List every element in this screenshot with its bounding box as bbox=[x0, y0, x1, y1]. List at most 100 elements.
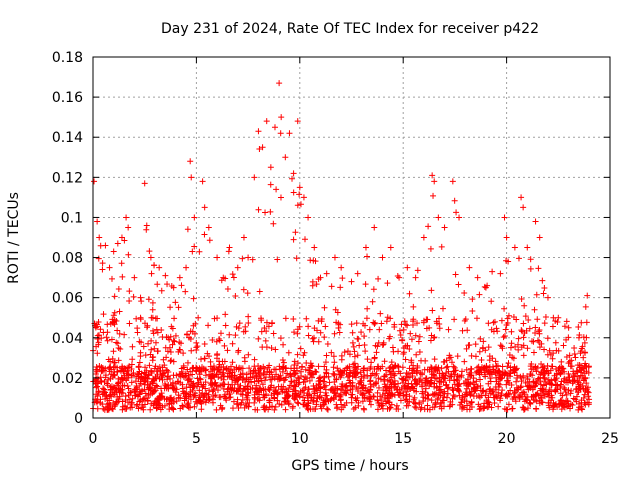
data-point bbox=[349, 379, 356, 386]
data-point bbox=[422, 385, 429, 392]
data-point bbox=[294, 374, 301, 381]
data-point bbox=[301, 390, 308, 397]
data-point bbox=[165, 381, 172, 388]
data-point bbox=[149, 357, 156, 364]
data-point bbox=[194, 343, 201, 350]
data-point bbox=[228, 386, 235, 393]
data-point bbox=[544, 335, 551, 342]
data-point bbox=[258, 315, 265, 322]
data-point bbox=[94, 321, 101, 328]
data-point bbox=[492, 384, 499, 391]
data-point bbox=[245, 403, 252, 410]
data-point bbox=[322, 389, 329, 396]
data-point bbox=[488, 371, 495, 378]
data-point bbox=[362, 281, 369, 288]
data-point bbox=[142, 364, 149, 371]
data-point bbox=[293, 255, 300, 262]
data-point bbox=[207, 382, 214, 389]
data-point bbox=[321, 383, 328, 390]
data-point bbox=[565, 324, 572, 331]
data-point bbox=[172, 389, 179, 396]
data-point bbox=[408, 336, 415, 343]
data-point bbox=[300, 394, 307, 401]
data-point bbox=[205, 224, 212, 231]
data-point bbox=[451, 381, 458, 388]
data-point bbox=[500, 334, 507, 341]
data-point bbox=[499, 369, 506, 376]
data-point bbox=[564, 379, 571, 386]
data-point bbox=[423, 379, 430, 386]
data-point bbox=[112, 401, 119, 408]
data-point bbox=[410, 322, 417, 329]
data-point bbox=[134, 325, 141, 332]
data-point bbox=[395, 368, 402, 375]
data-point bbox=[262, 386, 269, 393]
data-point bbox=[559, 402, 566, 409]
data-point bbox=[170, 284, 177, 291]
data-point bbox=[285, 349, 292, 356]
data-point bbox=[149, 380, 156, 387]
data-point bbox=[389, 344, 396, 351]
data-point bbox=[135, 373, 142, 380]
data-point bbox=[146, 248, 153, 255]
data-point bbox=[100, 405, 107, 412]
data-point bbox=[503, 391, 510, 398]
data-point bbox=[148, 270, 155, 277]
data-point bbox=[566, 352, 573, 359]
data-point bbox=[135, 405, 142, 412]
data-point bbox=[154, 315, 161, 322]
data-point bbox=[473, 392, 480, 399]
data-point bbox=[232, 293, 239, 300]
data-point bbox=[445, 368, 452, 375]
data-point bbox=[367, 365, 374, 372]
data-point bbox=[366, 387, 373, 394]
data-point bbox=[542, 314, 549, 321]
data-point bbox=[459, 403, 466, 410]
plot-frame bbox=[92, 56, 611, 419]
data-point bbox=[360, 382, 367, 389]
data-point bbox=[114, 340, 121, 347]
data-point bbox=[284, 370, 291, 377]
data-point bbox=[259, 144, 266, 151]
data-point bbox=[533, 291, 540, 298]
data-points bbox=[90, 80, 593, 413]
data-point bbox=[333, 390, 340, 397]
data-point bbox=[532, 391, 539, 398]
data-point bbox=[436, 370, 443, 377]
data-point bbox=[472, 353, 479, 360]
data-point bbox=[361, 395, 368, 402]
data-point bbox=[444, 385, 451, 392]
data-point bbox=[561, 386, 568, 393]
data-point bbox=[216, 358, 223, 365]
data-point bbox=[278, 383, 285, 390]
data-point bbox=[580, 334, 587, 341]
data-point bbox=[425, 223, 432, 230]
data-point bbox=[333, 401, 340, 408]
data-point bbox=[579, 343, 586, 350]
data-point bbox=[510, 314, 517, 321]
data-point bbox=[369, 298, 376, 305]
data-point bbox=[246, 365, 253, 372]
data-point bbox=[557, 390, 564, 397]
data-point bbox=[490, 387, 497, 394]
data-point bbox=[152, 387, 159, 394]
data-point bbox=[406, 290, 413, 297]
data-point bbox=[121, 331, 128, 338]
data-point bbox=[402, 356, 409, 363]
data-point bbox=[504, 363, 511, 370]
data-point bbox=[323, 369, 330, 376]
data-point bbox=[495, 367, 502, 374]
data-point bbox=[189, 371, 196, 378]
data-point bbox=[561, 384, 568, 391]
data-point bbox=[147, 254, 154, 261]
data-point bbox=[408, 359, 415, 366]
data-point bbox=[207, 368, 214, 375]
data-point bbox=[469, 296, 476, 303]
chart-title: Day 231 of 2024, Rate Of TEC Index for r… bbox=[161, 21, 539, 37]
data-point bbox=[96, 332, 103, 339]
data-point bbox=[208, 373, 215, 380]
data-point bbox=[380, 341, 387, 348]
data-point bbox=[377, 310, 384, 317]
data-point bbox=[149, 306, 156, 313]
x-axis-label: GPS time / hours bbox=[291, 458, 408, 474]
